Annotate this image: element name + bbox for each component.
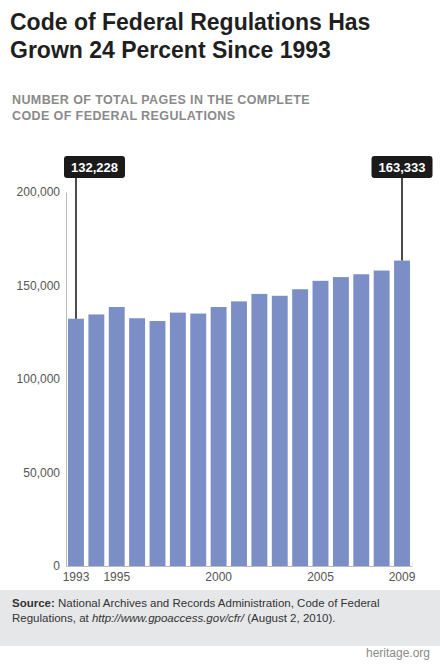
x-axis: 1993 1995 2000 2005 2009	[63, 567, 416, 584]
x-tick-label: 2005	[307, 570, 334, 584]
bar	[313, 281, 329, 566]
x-tick-label: 2000	[205, 570, 232, 584]
x-tick-label: 1995	[103, 570, 130, 584]
x-tick-label: 1993	[63, 570, 90, 584]
x-tick: 1993	[63, 570, 90, 584]
y-tick: 50,000	[23, 466, 66, 480]
data-label: 132,228	[71, 160, 118, 175]
credit: heritage.org	[366, 646, 430, 660]
bar	[272, 296, 288, 566]
y-tick-label: 50,000	[23, 466, 60, 480]
callout-pointer	[75, 178, 77, 319]
x-tick: 2005	[307, 570, 334, 584]
bar	[333, 277, 349, 566]
y-tick-label: 150,000	[17, 279, 61, 293]
bar	[211, 307, 227, 566]
bar	[88, 314, 104, 566]
bar	[394, 261, 410, 566]
bar	[292, 289, 308, 566]
data-labels: 132,228 163,333	[64, 156, 433, 319]
y-axis: 0 50,000 100,000 150,000 200,000	[17, 185, 67, 573]
x-axis-line	[67, 566, 413, 567]
bar	[129, 318, 145, 566]
source-part: National Archives and Records Administra…	[58, 597, 294, 609]
bar	[170, 313, 186, 566]
bar	[150, 321, 166, 566]
x-tick: 2000	[205, 570, 232, 584]
y-axis-line	[66, 193, 67, 567]
bar	[374, 271, 390, 566]
y-tick-label: 100,000	[17, 372, 61, 386]
bar	[190, 314, 206, 566]
x-tick: 1995	[103, 570, 130, 584]
x-tick-label: 2009	[389, 570, 416, 584]
bar	[68, 319, 84, 566]
source-note: Source: National Archives and Records Ad…	[0, 590, 440, 646]
callout: 132,228	[64, 156, 125, 319]
chart-subtitle: NUMBER OF TOTAL PAGES IN THE COMPLETE CO…	[12, 92, 342, 124]
y-tick: 200,000	[17, 185, 66, 199]
x-tick: 2009	[389, 570, 416, 584]
source-part: http://www.gpoaccess.gov/cfr/	[92, 612, 244, 624]
y-tick: 100,000	[17, 372, 66, 386]
data-label: 163,333	[379, 160, 426, 175]
bars	[68, 261, 410, 566]
callout-box	[64, 156, 125, 178]
source-part: at	[79, 612, 89, 624]
bar	[231, 301, 247, 566]
bar	[353, 274, 369, 566]
callout: 163,333	[372, 156, 433, 261]
y-tick-label: 0	[53, 559, 60, 573]
source-part: Source:	[12, 597, 55, 609]
callout-box	[372, 156, 433, 178]
source-part: (August 2, 2010).	[247, 612, 335, 624]
bar	[251, 294, 267, 566]
chart-title: Code of Federal Regulations Has Grown 24…	[10, 8, 435, 64]
bar	[109, 307, 125, 566]
y-tick: 150,000	[17, 279, 66, 293]
y-tick-label: 200,000	[17, 185, 61, 199]
callout-pointer	[401, 178, 403, 261]
